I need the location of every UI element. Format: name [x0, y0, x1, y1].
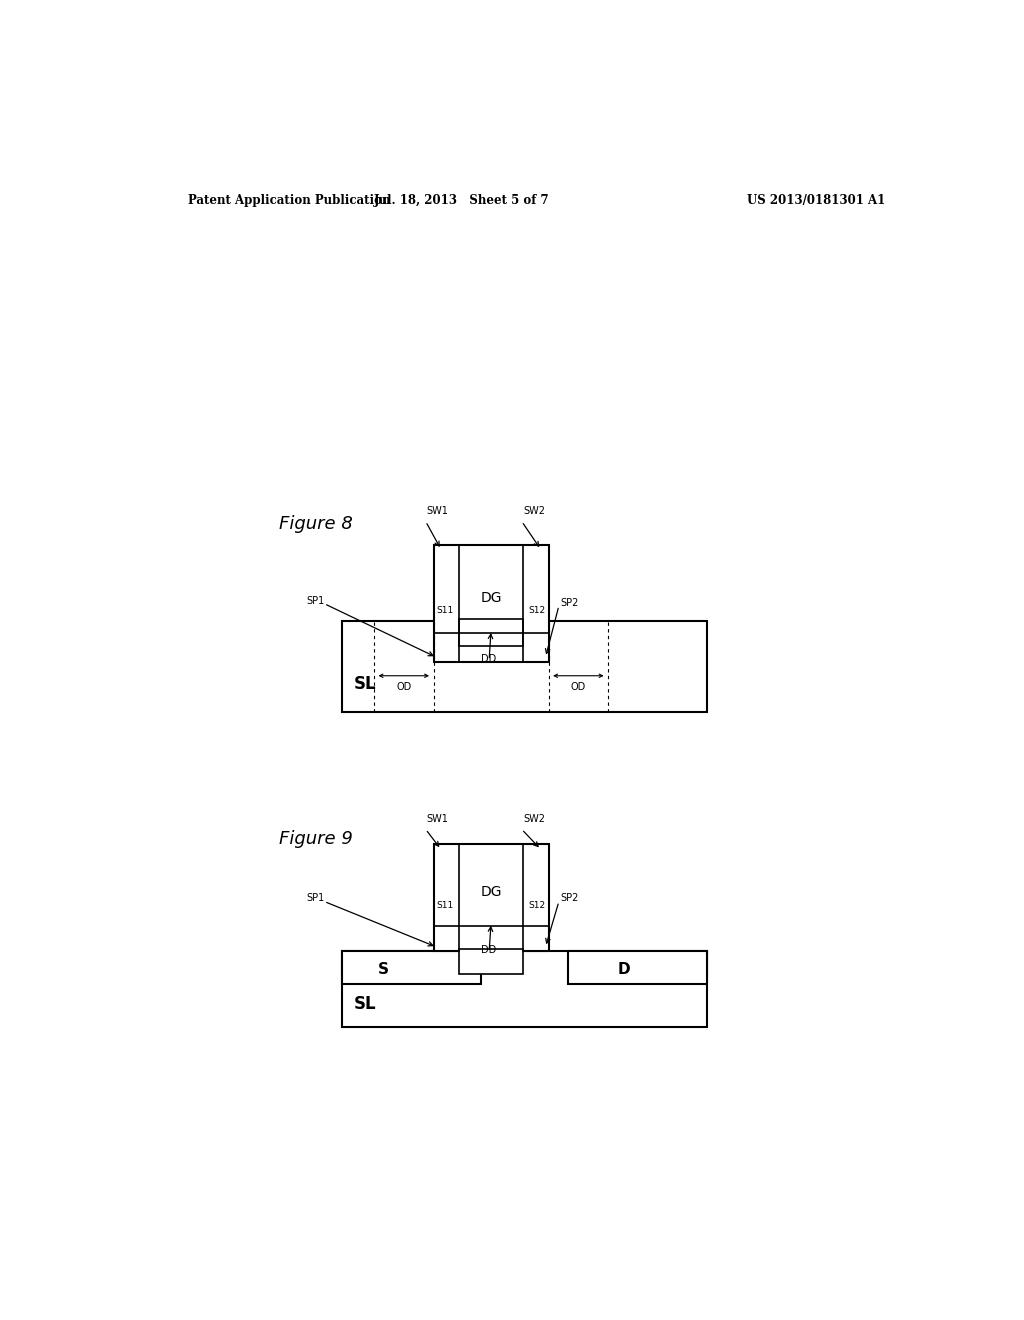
Text: DD: DD: [481, 653, 497, 664]
Text: US 2013/0181301 A1: US 2013/0181301 A1: [748, 194, 886, 207]
Text: S11: S11: [436, 606, 454, 615]
Text: SW2: SW2: [523, 814, 545, 824]
Bar: [459, 619, 523, 647]
Text: SW1: SW1: [426, 814, 449, 824]
Bar: [459, 949, 523, 974]
Text: S: S: [378, 962, 389, 977]
Bar: [342, 952, 481, 983]
Text: SP1: SP1: [306, 894, 325, 903]
Text: Patent Application Publication: Patent Application Publication: [187, 194, 390, 207]
Text: DG: DG: [480, 886, 502, 899]
Text: SL: SL: [354, 675, 377, 693]
Text: SP2: SP2: [560, 894, 579, 903]
Text: S11: S11: [436, 902, 454, 909]
Text: SW2: SW2: [523, 506, 545, 516]
Bar: [342, 952, 708, 1027]
Bar: [433, 545, 549, 661]
Bar: [342, 620, 708, 713]
Text: Figure 9: Figure 9: [279, 830, 352, 849]
Text: Jul. 18, 2013   Sheet 5 of 7: Jul. 18, 2013 Sheet 5 of 7: [374, 194, 549, 207]
Text: OD: OD: [570, 682, 586, 692]
Text: SL: SL: [354, 995, 377, 1012]
Text: SP1: SP1: [306, 595, 325, 606]
Text: SP2: SP2: [560, 598, 579, 607]
Text: SW1: SW1: [426, 506, 449, 516]
Bar: [568, 952, 708, 983]
Bar: [433, 845, 549, 952]
Text: DG: DG: [480, 591, 502, 605]
Text: OD: OD: [396, 682, 412, 692]
Text: DD: DD: [481, 945, 497, 956]
Text: D: D: [617, 962, 631, 977]
Text: S12: S12: [528, 902, 546, 909]
Text: Figure 8: Figure 8: [279, 515, 352, 533]
Text: S12: S12: [528, 606, 546, 615]
